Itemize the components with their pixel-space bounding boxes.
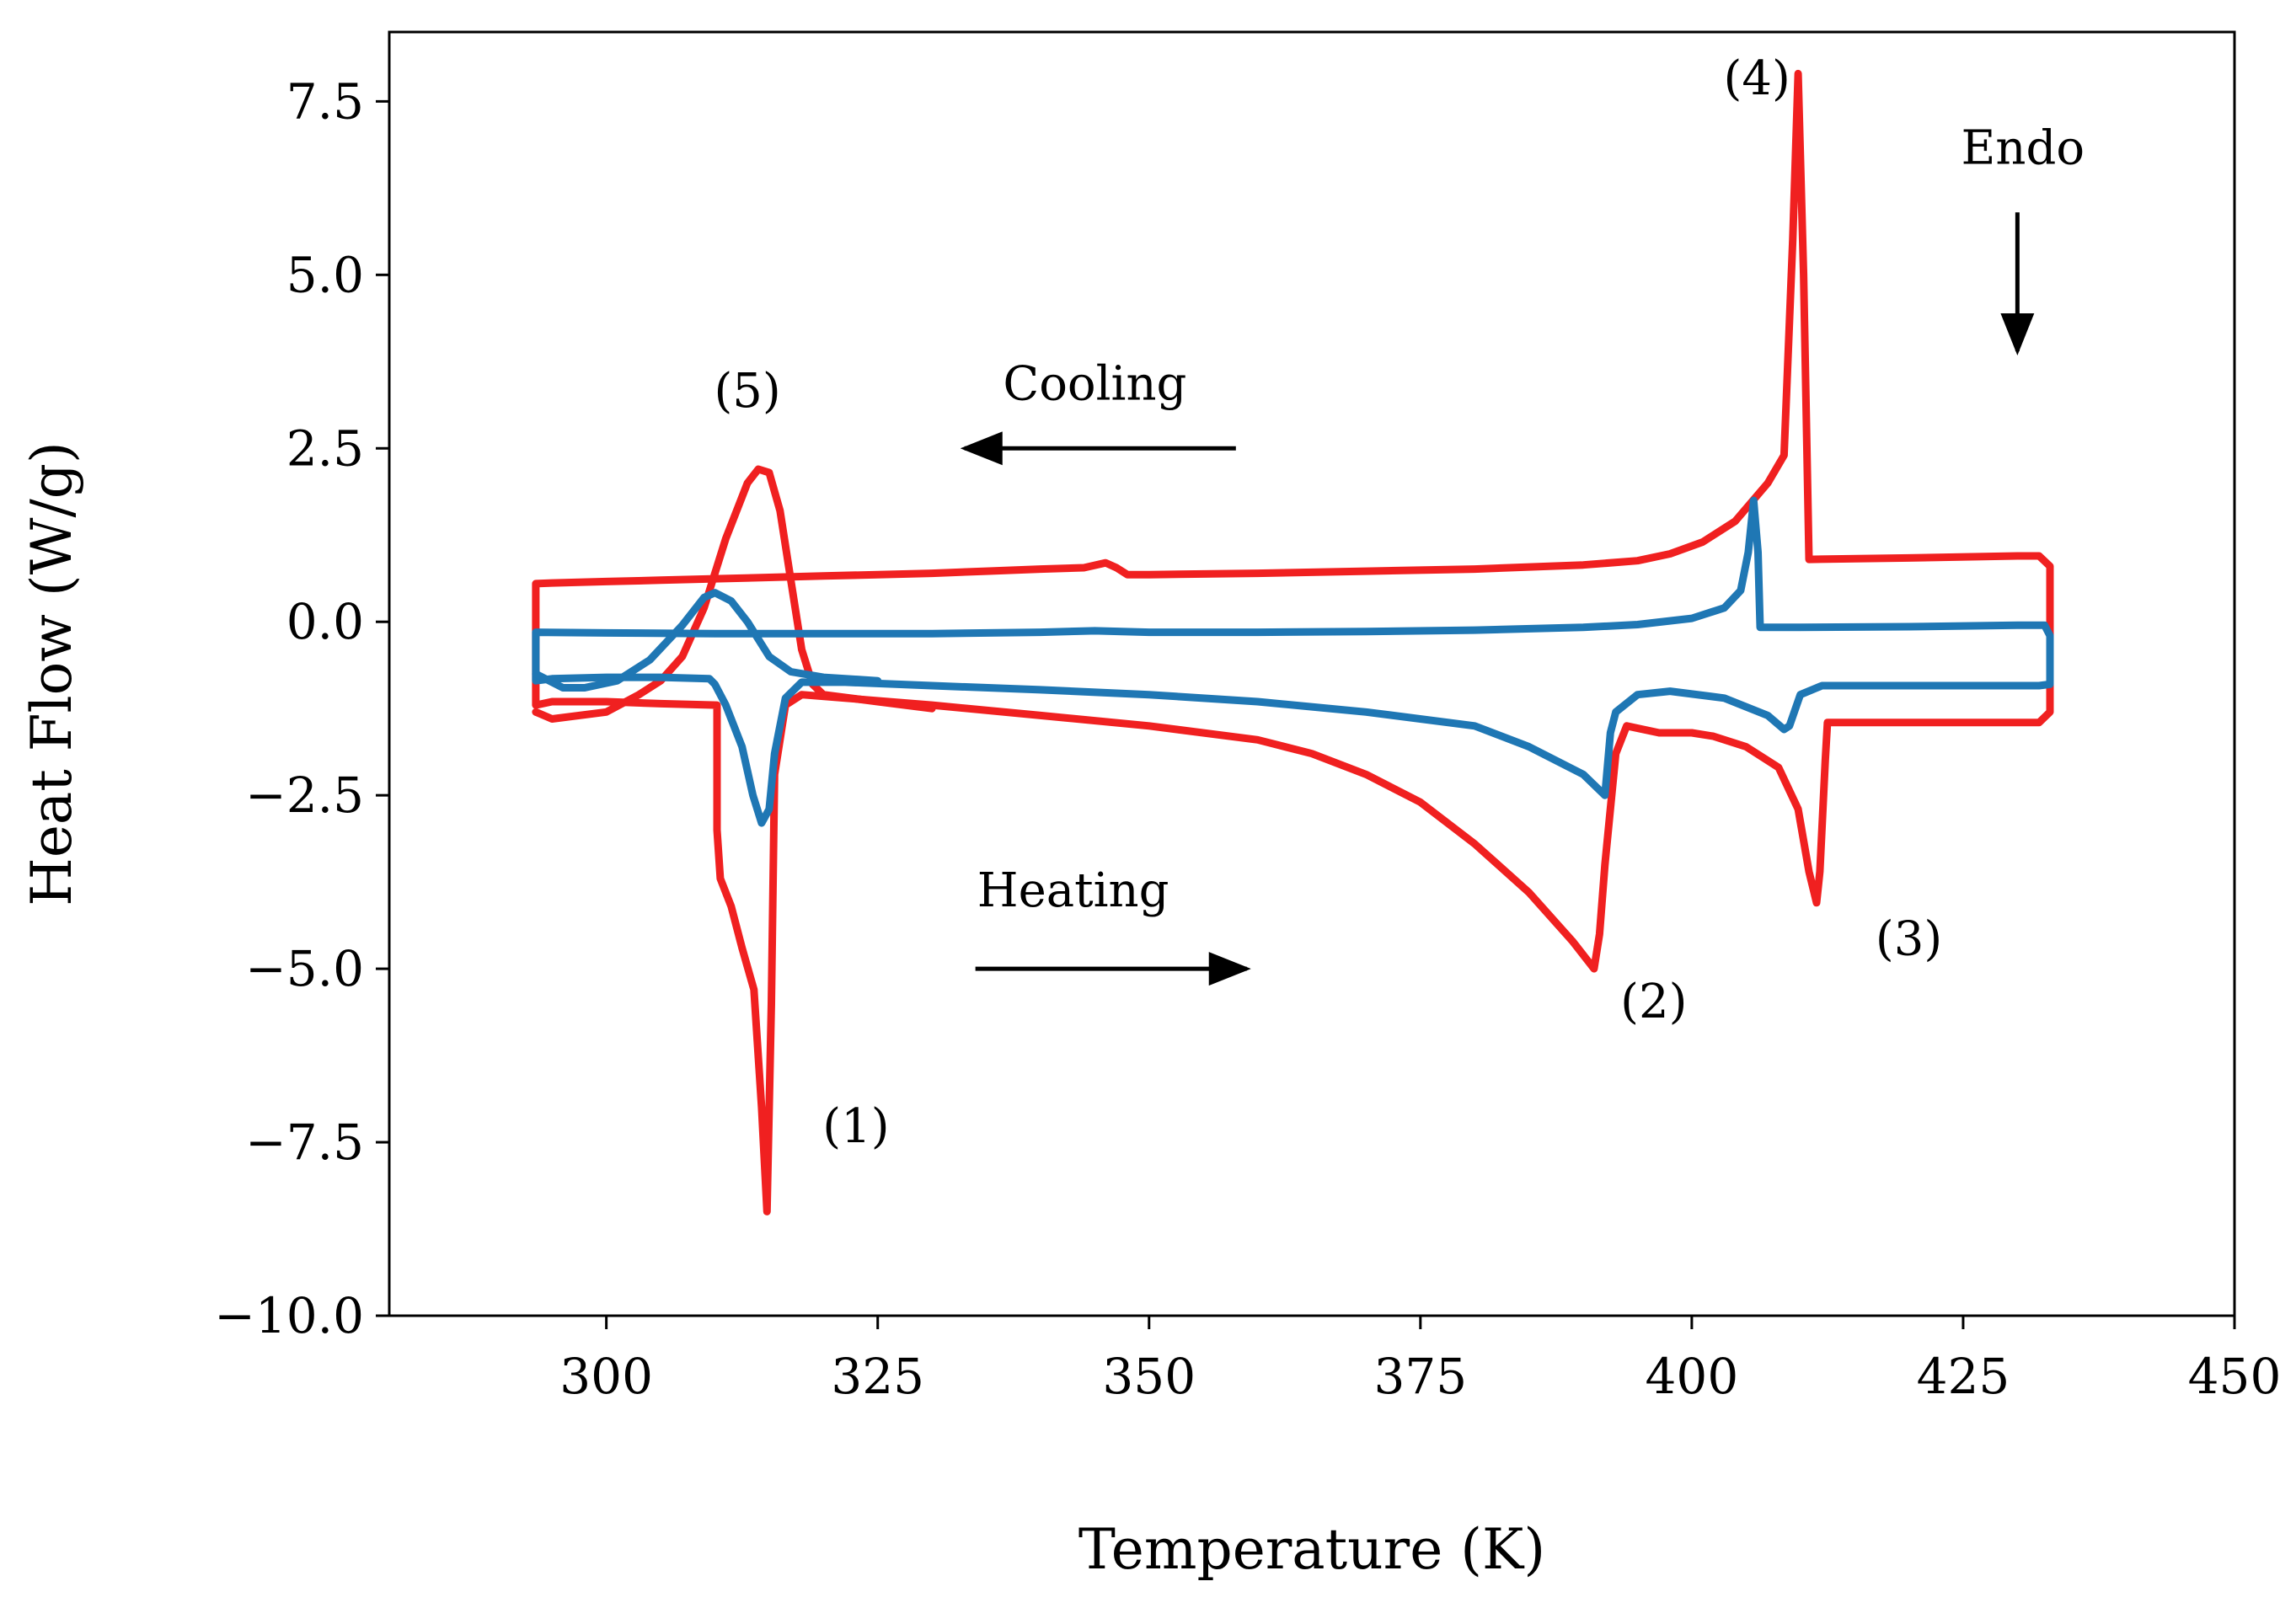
y-tick-label: −2.5 xyxy=(245,767,364,824)
series-blue-loop xyxy=(532,496,2054,827)
annotation-label: Endo xyxy=(1962,121,2085,176)
annotation-label: (5) xyxy=(714,364,780,419)
plot-frame xyxy=(388,30,2236,1317)
annotation-label: (2) xyxy=(1620,975,1687,1029)
y-tick-label: −10.0 xyxy=(214,1287,364,1344)
y-axis-title: Heat Flow (W/g) xyxy=(19,441,84,906)
y-tick-label: −5.0 xyxy=(245,940,364,997)
y-tick-label: 5.0 xyxy=(286,246,364,303)
x-tick-label: 375 xyxy=(1373,1348,1467,1405)
annotation-label: Heating xyxy=(977,863,1169,918)
x-tick-label: 450 xyxy=(2188,1348,2282,1405)
annotation-label: (4) xyxy=(1724,51,1790,106)
series-red-loop xyxy=(532,69,2054,1215)
ticks-layer: 300 325 350 375 400 425 450 −10.0 −7.5 −5.0 −2.5 0.… xyxy=(214,72,2281,1405)
x-tick-label: 425 xyxy=(1917,1348,2010,1405)
y-tick-label: 7.5 xyxy=(286,72,364,130)
annotations-layer: (1) (2) (3) (4) (5) Cooling Heating Endo xyxy=(714,51,2085,1154)
y-tick-label: −7.5 xyxy=(245,1114,364,1171)
series-layer xyxy=(532,69,2054,1215)
series-blue-cooling-peak xyxy=(532,589,882,692)
x-tick-label: 300 xyxy=(559,1348,653,1405)
y-tick-label: 2.5 xyxy=(286,419,364,477)
series-red-cooling-peak xyxy=(532,465,936,723)
y-tick-label: 0.0 xyxy=(286,593,364,650)
annotation-label: (3) xyxy=(1876,912,1942,967)
annotation-label: Cooling xyxy=(1003,357,1186,412)
x-tick-label: 400 xyxy=(1646,1348,1739,1405)
x-tick-label: 325 xyxy=(831,1348,924,1405)
x-tick-label: 350 xyxy=(1102,1348,1196,1405)
x-axis-title: Temperature (K) xyxy=(1078,1517,1545,1582)
annotation-label: (1) xyxy=(822,1099,889,1154)
